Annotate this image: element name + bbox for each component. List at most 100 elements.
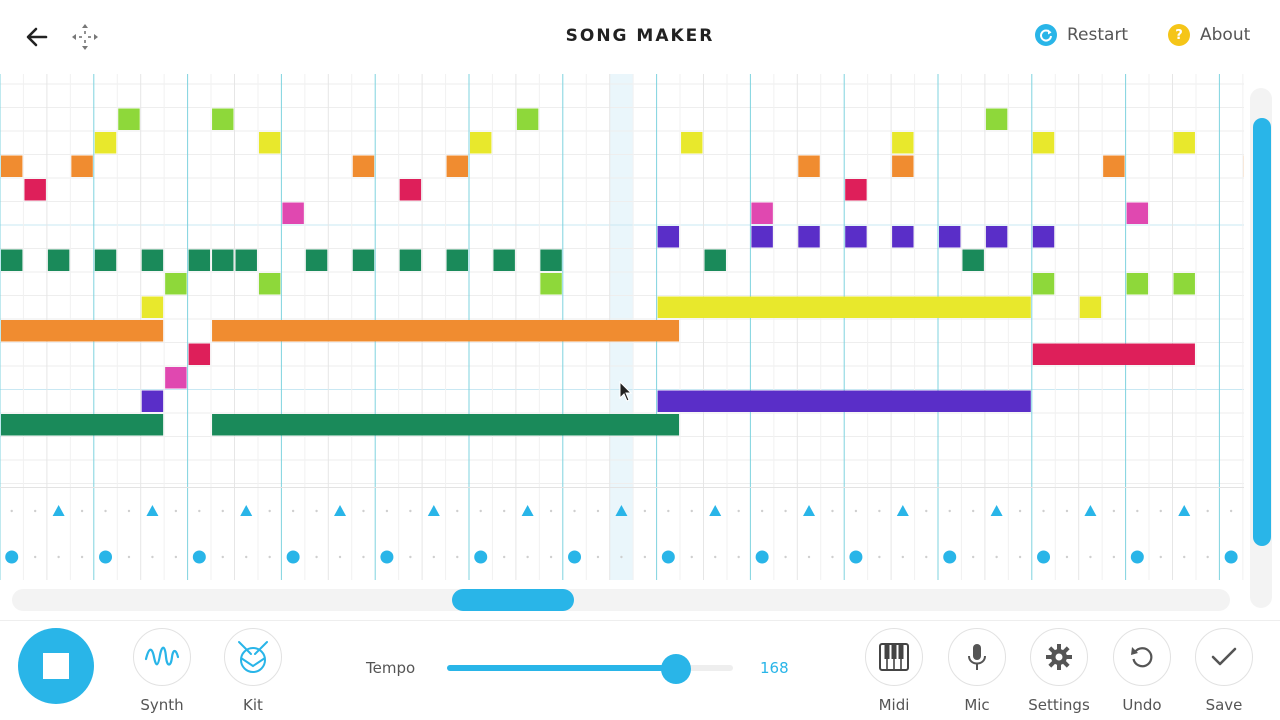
note-cell[interactable] xyxy=(493,249,515,272)
note-cell[interactable] xyxy=(1,414,164,436)
empty-drum-cell[interactable] xyxy=(667,509,670,513)
note-cell[interactable] xyxy=(1032,226,1055,248)
empty-drum-cell[interactable] xyxy=(174,555,178,559)
note-cell[interactable] xyxy=(141,296,164,319)
snare-triangle[interactable] xyxy=(521,505,534,516)
empty-drum-cell[interactable] xyxy=(456,509,459,513)
note-grid[interactable] xyxy=(0,74,1244,580)
snare-triangle[interactable] xyxy=(896,505,909,516)
note-cell[interactable] xyxy=(845,226,867,248)
kick-dot[interactable] xyxy=(943,550,957,564)
empty-drum-cell[interactable] xyxy=(151,555,154,559)
empty-drum-cell[interactable] xyxy=(526,555,529,559)
kick-dot[interactable] xyxy=(849,550,863,564)
note-cell[interactable] xyxy=(258,132,281,154)
undo-button[interactable]: Undo xyxy=(1112,628,1172,714)
kick-dot[interactable] xyxy=(286,550,300,564)
empty-drum-cell[interactable] xyxy=(104,509,107,513)
empty-drum-cell[interactable] xyxy=(362,555,365,559)
note-cell[interactable] xyxy=(1032,343,1195,366)
empty-drum-cell[interactable] xyxy=(245,555,248,559)
empty-drum-cell[interactable] xyxy=(1206,555,1209,559)
empty-drum-cell[interactable] xyxy=(1065,509,1069,513)
empty-drum-cell[interactable] xyxy=(690,555,693,559)
empty-drum-cell[interactable] xyxy=(971,509,975,513)
empty-drum-cell[interactable] xyxy=(1018,555,1022,559)
empty-drum-cell[interactable] xyxy=(291,509,295,513)
empty-drum-cell[interactable] xyxy=(127,509,131,513)
empty-drum-cell[interactable] xyxy=(221,555,224,559)
empty-drum-cell[interactable] xyxy=(80,509,84,513)
kick-dot[interactable] xyxy=(1224,550,1238,564)
kick-dot[interactable] xyxy=(474,550,488,564)
note-cell[interactable] xyxy=(446,155,468,178)
kick-dot[interactable] xyxy=(99,550,113,564)
empty-drum-cell[interactable] xyxy=(33,555,37,559)
note-cell[interactable] xyxy=(235,249,257,272)
empty-drum-cell[interactable] xyxy=(10,509,13,513)
empty-drum-cell[interactable] xyxy=(878,509,881,513)
empty-drum-cell[interactable] xyxy=(409,555,412,559)
note-cell[interactable] xyxy=(94,132,117,154)
note-cell[interactable] xyxy=(540,249,562,272)
empty-drum-cell[interactable] xyxy=(1206,509,1209,513)
empty-drum-cell[interactable] xyxy=(80,555,84,559)
note-cell[interactable] xyxy=(24,179,46,201)
snare-triangle[interactable] xyxy=(334,505,347,516)
kick-dot[interactable] xyxy=(1130,550,1144,564)
note-cell[interactable] xyxy=(1,155,23,178)
snare-triangle[interactable] xyxy=(615,505,628,516)
snare-triangle[interactable] xyxy=(146,505,159,516)
note-cell[interactable] xyxy=(985,108,1008,131)
empty-drum-cell[interactable] xyxy=(714,555,717,559)
note-cell[interactable] xyxy=(71,155,93,178)
empty-drum-cell[interactable] xyxy=(1159,555,1162,559)
note-cell[interactable] xyxy=(399,249,422,272)
note-cell[interactable] xyxy=(1126,202,1149,225)
empty-drum-cell[interactable] xyxy=(643,509,647,513)
empty-drum-cell[interactable] xyxy=(338,555,342,559)
note-cell[interactable] xyxy=(352,249,375,272)
snare-triangle[interactable] xyxy=(803,505,816,516)
kick-dot[interactable] xyxy=(661,550,675,564)
note-cell[interactable] xyxy=(188,343,211,366)
snare-triangle[interactable] xyxy=(1084,505,1097,516)
snare-triangle[interactable] xyxy=(1178,505,1191,516)
horizontal-scroll-thumb[interactable] xyxy=(452,589,574,611)
empty-drum-cell[interactable] xyxy=(57,555,60,559)
empty-drum-cell[interactable] xyxy=(643,555,647,559)
note-cell[interactable] xyxy=(141,249,164,272)
empty-drum-cell[interactable] xyxy=(690,509,693,513)
empty-drum-cell[interactable] xyxy=(1042,509,1045,513)
stop-button[interactable] xyxy=(18,628,94,704)
note-cell[interactable] xyxy=(985,226,1008,248)
empty-drum-cell[interactable] xyxy=(971,555,975,559)
note-cell[interactable] xyxy=(1,320,164,342)
snare-triangle[interactable] xyxy=(240,505,253,516)
note-cell[interactable] xyxy=(118,108,140,131)
empty-drum-cell[interactable] xyxy=(549,509,553,513)
note-cell[interactable] xyxy=(657,390,1031,413)
note-cell[interactable] xyxy=(892,132,914,154)
note-cell[interactable] xyxy=(892,226,914,248)
empty-drum-cell[interactable] xyxy=(573,509,576,513)
note-cell[interactable] xyxy=(399,179,422,201)
kick-dot[interactable] xyxy=(380,550,394,564)
note-cell[interactable] xyxy=(212,249,234,272)
note-cell[interactable] xyxy=(212,108,234,131)
empty-drum-cell[interactable] xyxy=(948,509,951,513)
about-button[interactable]: ? About xyxy=(1168,24,1250,46)
kick-dot[interactable] xyxy=(5,550,19,564)
empty-drum-cell[interactable] xyxy=(33,509,37,513)
note-cell[interactable] xyxy=(188,249,211,272)
settings-button[interactable]: Settings xyxy=(1028,628,1090,714)
note-cell[interactable] xyxy=(751,226,773,248)
back-button[interactable] xyxy=(22,22,52,52)
kick-dot[interactable] xyxy=(755,550,769,564)
note-cell[interactable] xyxy=(1032,273,1055,295)
empty-drum-cell[interactable] xyxy=(409,509,412,513)
note-cell[interactable] xyxy=(165,367,187,389)
snare-triangle[interactable] xyxy=(990,505,1003,516)
note-cell[interactable] xyxy=(751,202,773,225)
empty-drum-cell[interactable] xyxy=(1065,555,1069,559)
